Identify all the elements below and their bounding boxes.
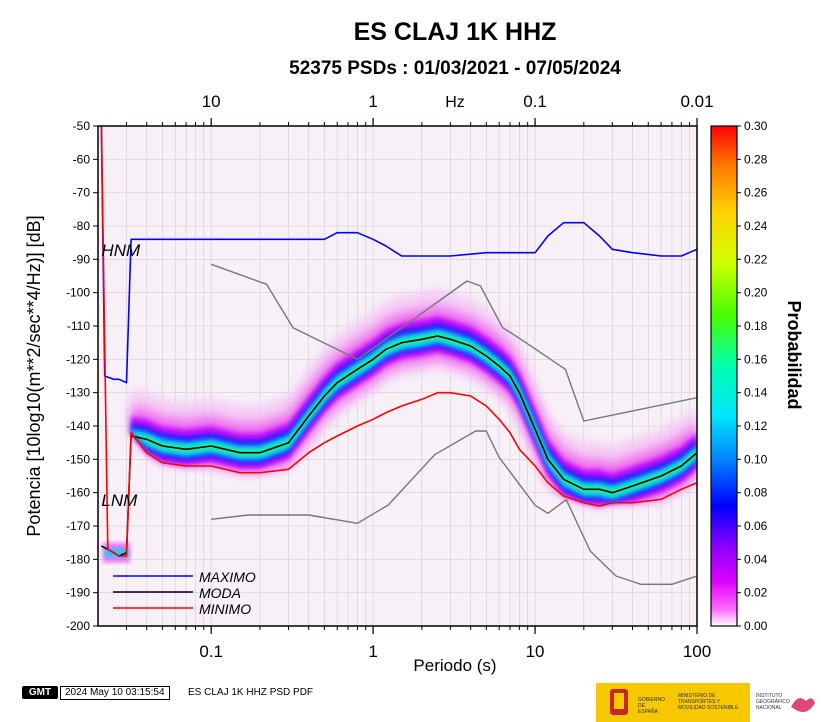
y-tick-label: -200 xyxy=(66,619,90,633)
y-tick-label: -60 xyxy=(73,152,91,166)
colorbar-tick-label: 0.16 xyxy=(744,352,768,366)
series-line-minimo xyxy=(100,126,697,557)
x-tick-label: 0.1 xyxy=(199,642,223,661)
gmt-badge: GMT xyxy=(22,686,58,699)
legend-label-moda: MODA xyxy=(199,585,241,601)
top-tick-label: 0.01 xyxy=(680,92,713,111)
legend-label-maximo: MAXIMO xyxy=(199,569,256,585)
top-axis-label: Hz xyxy=(445,94,465,111)
colorbar-tick-label: 0.08 xyxy=(744,486,768,500)
y-tick-label: -170 xyxy=(66,519,90,533)
top-tick-label: 0.1 xyxy=(523,92,547,111)
annotation-hnm: HNM xyxy=(101,241,141,260)
y-axis: -50 -60 -70 -80 -90 -100 -110 -120 -130 -140 -150 -… xyxy=(66,119,98,633)
noise-model-line-1 xyxy=(210,263,697,422)
colorbar-tick-label: 0.28 xyxy=(744,152,768,166)
annotation-lnm: LNM xyxy=(101,491,138,510)
footer-timestamp: 2024 May 10 03:15:54 xyxy=(60,686,170,700)
y-tick-label: -70 xyxy=(73,186,91,200)
legend: MAXIMO MODA MINIMO xyxy=(113,569,256,617)
y-tick-label: -80 xyxy=(73,219,91,233)
y-tick-label: -160 xyxy=(66,486,90,500)
logo-ign-text: INSTITUTO GEOGRÁFICO NACIONAL xyxy=(756,693,790,711)
colorbar-tick-label: 0.20 xyxy=(744,286,768,300)
footer-caption: ES CLAJ 1K HHZ PSD PDF xyxy=(188,687,314,698)
y-tick-label: -90 xyxy=(73,252,91,266)
x-axis: 0.1 1 10 100 xyxy=(126,626,711,661)
logo-ministry-text: MINISTERIO DE TRANSPORTES Y MOVILIDAD SO… xyxy=(678,693,739,711)
x-tick-label: 100 xyxy=(683,642,711,661)
density-blob-low-core xyxy=(104,547,129,558)
y-tick-label: -150 xyxy=(66,452,90,466)
chart-title: ES CLAJ 1K HHZ xyxy=(353,18,557,46)
colorbar-tick-label: 0.14 xyxy=(744,386,768,400)
colorbar-tick-label: 0.00 xyxy=(744,619,768,633)
y-tick-label: -50 xyxy=(73,119,91,133)
colorbar xyxy=(710,125,738,627)
colorbar-tick-label: 0.24 xyxy=(744,219,768,233)
top-tick-label: 1 xyxy=(368,92,377,111)
series-line-moda xyxy=(101,335,697,557)
x-axis-label: Periodo (s) xyxy=(413,656,496,675)
y-tick-label: -100 xyxy=(66,286,90,300)
colorbar-tick-label: 0.02 xyxy=(744,586,768,600)
grid-lines xyxy=(98,125,697,627)
colorbar-tick-label: 0.30 xyxy=(744,119,768,133)
colorbar-tick-label: 0.26 xyxy=(744,186,768,200)
colorbar-label: Probabilidad xyxy=(784,300,804,409)
y-tick-label: -190 xyxy=(66,586,90,600)
colorbar-tick-label: 0.06 xyxy=(744,519,768,533)
y-tick-label: -120 xyxy=(66,352,90,366)
series-lines xyxy=(100,126,697,585)
series-line-maximo xyxy=(100,126,697,384)
colorbar-tick-label: 0.12 xyxy=(744,419,768,433)
colorbar-axis: 0.00 0.02 0.04 0.06 0.08 0.10 0.12 0.14 0.16 0.18… xyxy=(737,119,768,633)
top-tick-label: 10 xyxy=(202,92,221,111)
density-band-blue xyxy=(131,322,697,503)
y-tick-label: -140 xyxy=(66,419,90,433)
ign-logo: INSTITUTO GEOGRÁFICO NACIONAL xyxy=(752,683,824,722)
colorbar-tick-label: 0.22 xyxy=(744,252,768,266)
logo-gov-text: GOBIERNO DE ESPAÑA xyxy=(638,697,665,715)
y-tick-label: -110 xyxy=(67,319,90,333)
coat-of-arms-icon xyxy=(610,689,628,715)
y-axis-label: Potencia [10log10(m**2/sec**4/Hz)] [dB] xyxy=(24,215,44,536)
ministry-logo: GOBIERNO DE ESPAÑA MINISTERIO DE TRANSPO… xyxy=(596,683,750,722)
colorbar-tick-label: 0.10 xyxy=(744,452,768,466)
plot-frame xyxy=(97,125,698,627)
y-tick-label: -180 xyxy=(66,552,90,566)
top-axis: 10 1 0.1 0.01 xyxy=(126,92,714,126)
noise-model-line-2 xyxy=(211,430,697,585)
x-tick-label: 10 xyxy=(526,642,545,661)
colorbar-tick-label: 0.04 xyxy=(744,552,768,566)
chart-subtitle: 52375 PSDs : 01/03/2021 - 07/05/2024 xyxy=(289,58,621,79)
colorbar-tick-label: 0.18 xyxy=(744,319,768,333)
y-tick-label: -130 xyxy=(66,386,90,400)
legend-label-minimo: MINIMO xyxy=(199,601,251,617)
x-tick-label: 1 xyxy=(368,642,377,661)
ign-emblem-icon xyxy=(791,698,815,712)
